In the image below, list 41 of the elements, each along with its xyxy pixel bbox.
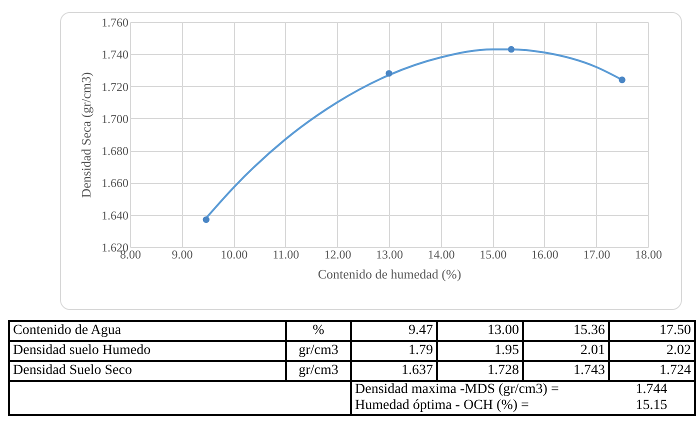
text: 9.47 — [351, 321, 437, 341]
x-tick-label: 13.00 — [376, 248, 403, 262]
text: gr/cm3 — [286, 341, 351, 361]
text: 17.50 — [609, 321, 695, 341]
y-axis-title: Densidad Seca (gr/cm3) — [78, 72, 94, 198]
x-tick-label: 10.00 — [220, 248, 248, 262]
text: 13.00 — [437, 321, 523, 341]
text: 1.79 — [351, 341, 437, 361]
y-tick-label: 1.640 — [102, 208, 128, 222]
y-tick-label: 1.700 — [102, 112, 128, 126]
text: % — [286, 321, 351, 341]
text: 1.637 — [351, 361, 437, 381]
y-tick-label: 1.680 — [102, 144, 128, 158]
text: 1.95 — [437, 341, 523, 361]
x-tick-label: 11.00 — [272, 248, 300, 262]
x-tick-label: 12.00 — [324, 248, 352, 262]
x-tick-label: 9.00 — [172, 248, 193, 262]
x-tick-label: 14.00 — [428, 248, 455, 262]
text: Contenido de Agua — [9, 321, 286, 341]
y-tick-label: 1.720 — [102, 80, 128, 94]
text: Densidad maxima -MDS (gr/cm3) = — [355, 382, 560, 398]
text: Densidad suelo Humedo — [9, 341, 286, 361]
text: 2.01 — [523, 341, 609, 361]
x-tick-label: 15.00 — [480, 248, 507, 262]
text: 1.728 — [437, 361, 523, 381]
text: 15.15 — [634, 398, 668, 414]
text: Densidad Suelo Seco — [9, 361, 286, 381]
y-tick-label: 1.740 — [102, 48, 128, 62]
y-tick-label: 1.760 — [102, 16, 128, 30]
text: 1.744 — [634, 382, 668, 398]
x-tick-label: 17.00 — [583, 248, 610, 262]
text: Humedad óptima - OCH (%) = — [355, 398, 530, 414]
text: 1.724 — [609, 361, 695, 381]
text: 15.36 — [523, 321, 609, 341]
text: gr/cm3 — [286, 361, 351, 381]
text: 2.02 — [609, 341, 695, 361]
x-tick-label: 18.00 — [635, 248, 662, 262]
x-axis-title: Contenido de humedad (%) — [318, 266, 462, 282]
y-tick-label: 1.660 — [102, 176, 128, 190]
x-tick-label: 16.00 — [531, 248, 558, 262]
text: 1.743 — [523, 361, 609, 381]
